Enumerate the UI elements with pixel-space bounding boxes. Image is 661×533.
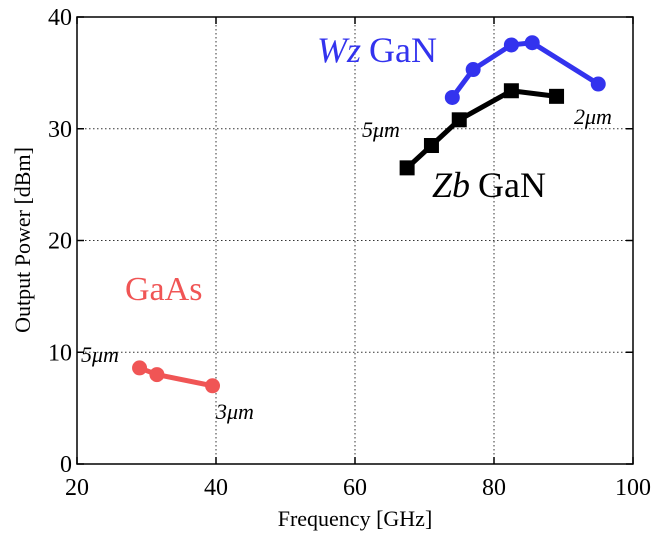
annotation-wz-2um: 2μm [574,104,612,129]
x-axis-label: Frequency [GHz] [278,506,433,531]
series-label-gaas: GaAs [125,271,202,308]
y-tick-label-40: 40 [48,5,72,31]
data-point-zb-gan-3 [503,83,519,99]
x-tick-label-80: 80 [482,475,506,501]
data-point-zb-gan-0 [399,160,415,176]
x-tick-label-40: 40 [204,475,228,501]
y-tick-label-30: 30 [48,117,72,143]
x-tick-label-100: 100 [615,475,651,501]
data-point-gaas-1 [149,367,165,383]
data-point-gaas-0 [132,360,148,376]
axis-ticks: 20 40 60 80 100 0 10 20 30 40 [48,5,651,501]
data-point-zb-gan-2 [451,112,467,128]
x-tick-label-60: 60 [343,475,367,501]
y-tick-label-10: 10 [48,340,72,366]
y-tick-label-20: 20 [48,229,72,255]
series-gaas [132,360,221,394]
data-point-wz-gan-3 [524,35,540,51]
y-tick-label-0: 0 [60,452,72,478]
series-wz-gan [444,35,606,105]
data-point-zb-gan-4 [549,88,565,104]
data-series [132,35,606,394]
annotation-gaas-3um: 3μm [215,399,254,424]
data-point-wz-gan-4 [590,76,606,92]
data-point-wz-gan-0 [444,89,460,105]
data-point-gaas-2 [205,378,221,394]
y-axis-label: Output Power [dBm] [10,147,35,333]
series-zb-gan [399,83,565,176]
x-tick-label-20: 20 [65,475,89,501]
series-label-zb-gan: Zb GaN [432,165,546,205]
annotation-zb-5um: 5μm [362,117,400,142]
data-point-zb-gan-1 [423,138,439,154]
annotation-gaas-5um: 5μm [81,342,119,367]
data-point-wz-gan-2 [503,37,519,53]
data-point-wz-gan-1 [465,62,481,78]
series-label-wz-gan: Wz GaN [317,30,437,70]
